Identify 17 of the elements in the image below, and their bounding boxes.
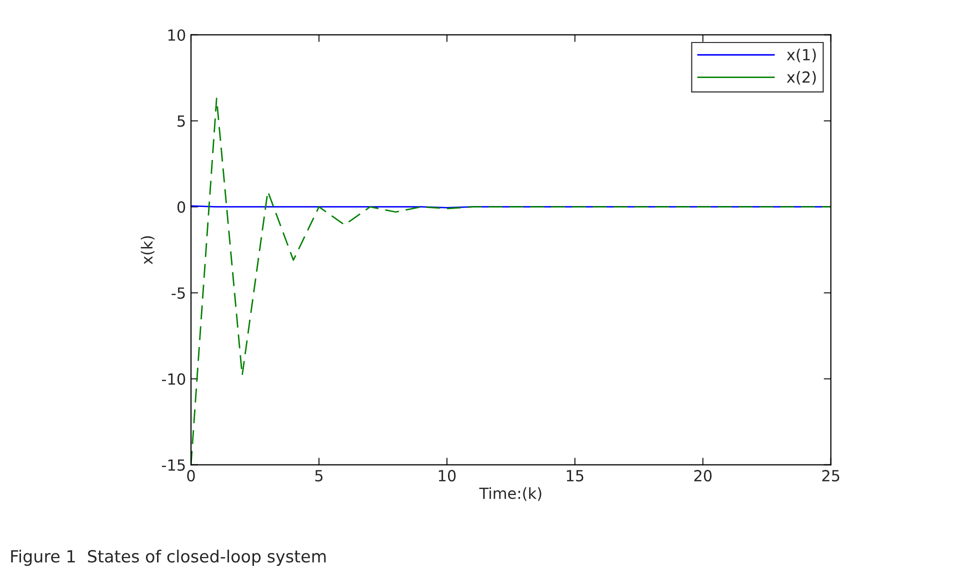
x-tick-label: 10 [438, 470, 456, 482]
x-tick-label: 25 [822, 470, 840, 482]
y-tick-label: 10 [168, 29, 186, 41]
y-tick-label: -10 [162, 373, 186, 385]
x-axis-title: Time:(k) [479, 487, 542, 501]
y-axis-title: x(k) [140, 236, 154, 264]
x-tick-label: 15 [566, 470, 584, 482]
caption: Figure 1 States of closed-loop system [11, 550, 326, 566]
legend-label: x(2) [786, 71, 816, 85]
y-tick-label: -15 [162, 459, 185, 471]
x-tick-label: 0 [187, 470, 195, 482]
x-tick-label: 20 [694, 470, 712, 482]
y-tick-label: -5 [172, 287, 185, 299]
x-tick-label: 5 [315, 470, 322, 482]
y-tick-label: 5 [178, 116, 185, 127]
legend-label: x(1) [786, 48, 816, 62]
y-tick-label: 0 [177, 201, 186, 213]
